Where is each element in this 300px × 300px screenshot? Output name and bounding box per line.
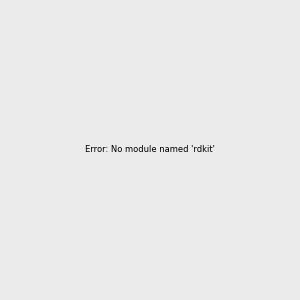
Text: Error: No module named 'rdkit': Error: No module named 'rdkit' [85,146,215,154]
